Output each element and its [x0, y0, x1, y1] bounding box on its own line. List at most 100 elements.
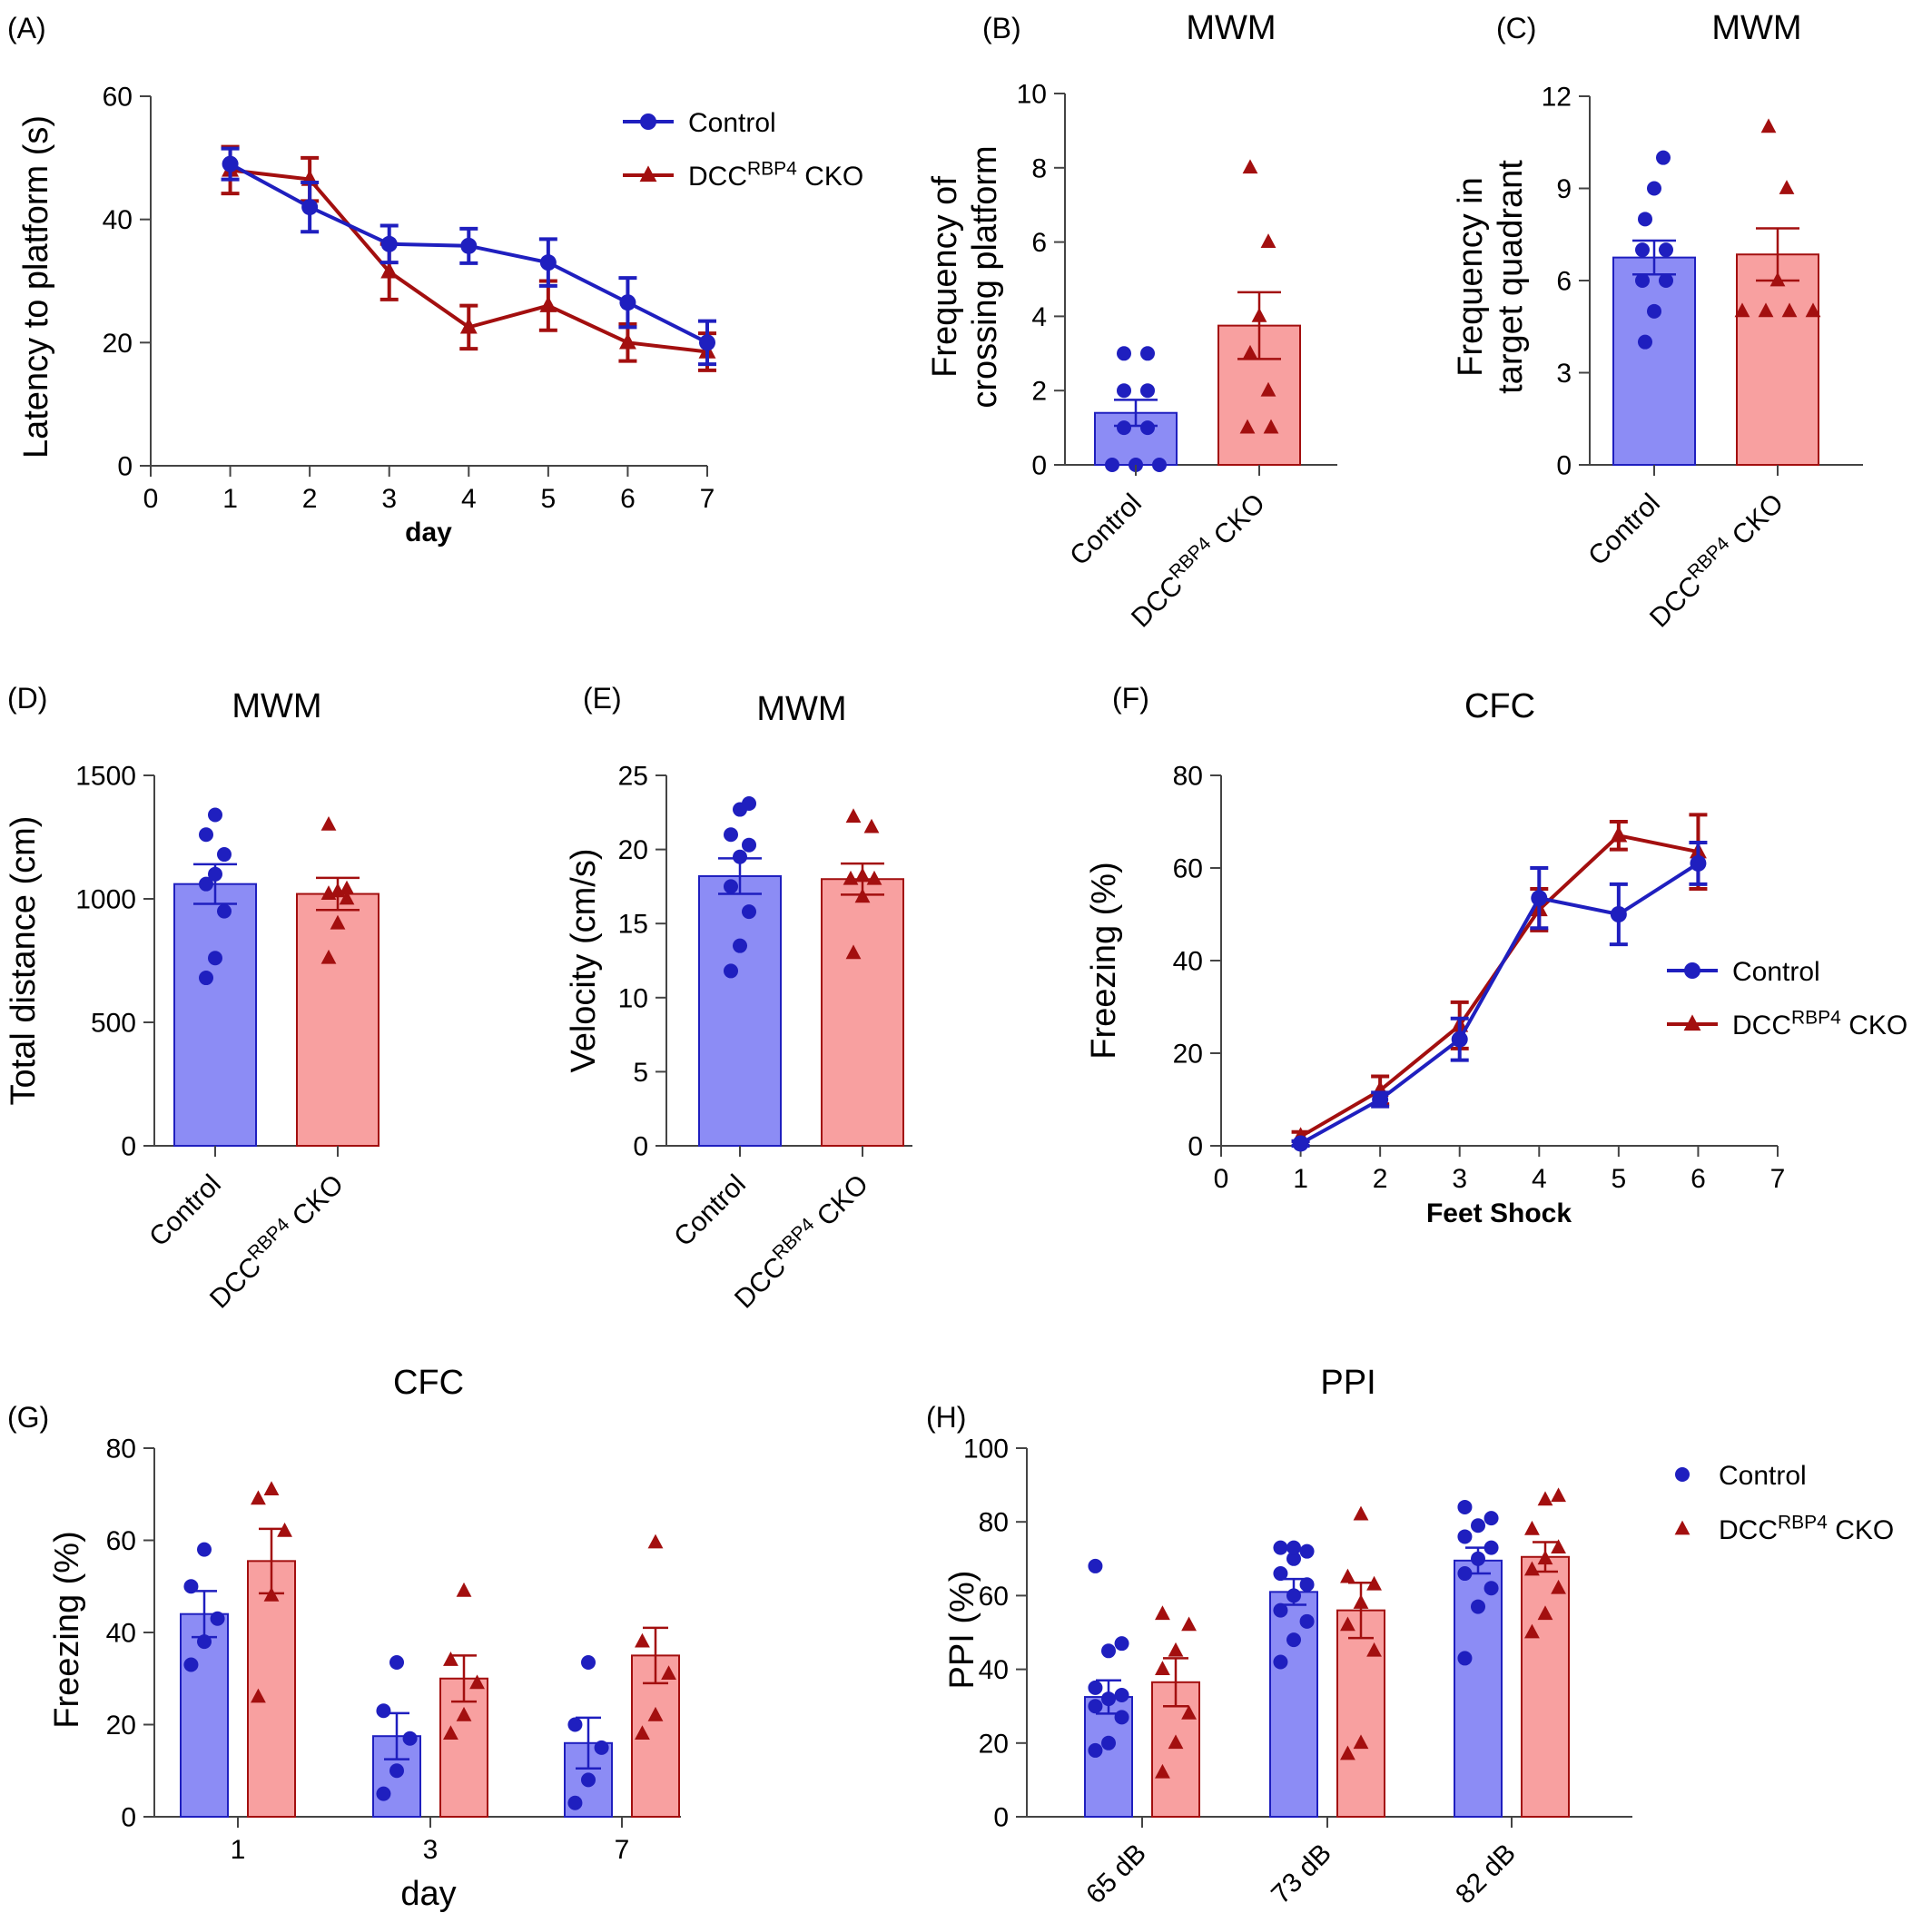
data-point — [742, 796, 756, 812]
data-point — [661, 1665, 676, 1681]
data-point — [1451, 1031, 1468, 1048]
x-tick-label: Control — [1064, 488, 1148, 572]
data-point — [635, 1725, 650, 1741]
data-point — [699, 334, 715, 351]
legend-label-control: Control — [1732, 957, 1820, 987]
panel-label: (C) — [1496, 12, 1536, 44]
data-point — [1114, 1688, 1129, 1703]
panel-A: 0 20 40 60 0 1 2 3 4 5 6 7 day Latency to platform (s… — [17, 83, 863, 548]
bar — [1521, 1555, 1570, 1819]
data-point — [1779, 180, 1795, 194]
data-point — [1638, 212, 1652, 227]
data-point — [1260, 381, 1276, 397]
x-tick-label: 7 — [700, 484, 715, 514]
bar — [1269, 1591, 1318, 1818]
data-point — [1537, 1550, 1553, 1565]
y-tick-label: 60 — [979, 1582, 1009, 1612]
legend-label-cko: DCCRBP4 CKO — [688, 159, 863, 192]
data-point — [1152, 458, 1167, 472]
data-point — [1181, 1616, 1197, 1632]
data-point — [1457, 1651, 1473, 1666]
legend: Control DCCRBP4 CKO — [623, 108, 863, 192]
cko-suffix-text: CKO — [1841, 1011, 1907, 1040]
panel-label: (H) — [926, 1401, 966, 1434]
data-point — [1286, 1540, 1301, 1555]
data-point — [1647, 181, 1661, 196]
x-tick-label: 7 — [615, 1835, 630, 1865]
y-tick-label: 100 — [963, 1435, 1009, 1464]
data-point — [618, 332, 636, 350]
data-point — [742, 904, 756, 920]
data-point — [339, 890, 355, 905]
data-point — [854, 867, 871, 883]
y-tick-label: 0 — [1188, 1132, 1203, 1162]
legend-marker-control — [1684, 962, 1700, 979]
y-tick-label: 6 — [1556, 267, 1572, 297]
series-control — [1291, 840, 1708, 1152]
data-point — [1537, 1491, 1553, 1506]
data-point — [1101, 1691, 1116, 1707]
data-point — [208, 951, 222, 966]
x-tick-label: 1 — [231, 1835, 246, 1865]
bar — [1612, 256, 1696, 466]
data-point — [1372, 1091, 1389, 1108]
data-point — [217, 847, 232, 863]
data-point — [1340, 1745, 1355, 1760]
y-tick-label: 5 — [633, 1058, 648, 1088]
y-axis-label: Total distance (cm) — [5, 816, 43, 1106]
data-point — [222, 155, 239, 173]
data-point — [1140, 383, 1155, 399]
y-axis-label: Frequency of — [926, 176, 964, 378]
data-point — [1484, 1581, 1499, 1596]
y-tick-label: 0 — [633, 1132, 648, 1162]
x-tick-label: 3 — [423, 1835, 439, 1865]
data-point — [389, 1654, 404, 1670]
data-point — [389, 1763, 404, 1779]
data-point — [1656, 150, 1671, 165]
legend: Control DCCRBP4 CKO — [1674, 1461, 1894, 1545]
panel-F: 0 20 40 60 80 0 1 2 3 4 5 6 7 Feet Shock Freezing (%) C… — [1085, 687, 1907, 1228]
panel-D: 0 500 1000 1500 MWM Total distance (cm) Contro… — [5, 687, 380, 1315]
data-point — [619, 294, 636, 311]
data-point — [1273, 1540, 1288, 1555]
data-point — [594, 1740, 609, 1755]
data-point — [1457, 1499, 1473, 1514]
data-point — [567, 1795, 583, 1810]
chart-title: MWM — [1186, 9, 1276, 47]
y-tick-label: 25 — [618, 762, 648, 792]
data-point — [456, 1582, 472, 1597]
data-point — [459, 317, 478, 334]
data-point — [469, 1674, 485, 1690]
legend-label-cko: DCCRBP4 CKO — [1732, 1008, 1907, 1040]
bar-group-control — [1269, 1540, 1318, 1818]
data-point — [1242, 344, 1258, 360]
legend-marker-control — [640, 113, 656, 130]
chart-title: MWM — [1711, 9, 1801, 47]
cko-suffix-text: CKO — [281, 1169, 350, 1238]
x-axis-label: Feet Shock — [1426, 1198, 1572, 1228]
bar — [296, 892, 380, 1147]
data-point — [1105, 458, 1119, 472]
bar-group-control — [372, 1654, 421, 1818]
data-point — [647, 1706, 664, 1721]
bar — [821, 878, 904, 1147]
data-point — [301, 199, 319, 216]
data-point — [742, 837, 756, 853]
data-point — [1101, 1735, 1116, 1750]
y-tick-label: 80 — [979, 1508, 1009, 1538]
legend-label-control: Control — [1719, 1461, 1807, 1491]
y-tick-label: 40 — [979, 1655, 1009, 1685]
bar — [698, 874, 782, 1147]
y-axis-label: target quadrant — [1492, 160, 1530, 394]
data-point — [1273, 1654, 1288, 1670]
legend-label-control: Control — [688, 108, 776, 138]
data-point — [733, 849, 747, 864]
data-point — [208, 807, 222, 823]
data-point — [1299, 1613, 1315, 1629]
data-point — [1659, 273, 1673, 288]
legend-marker-control — [1675, 1467, 1690, 1482]
data-point — [456, 1706, 472, 1721]
data-point — [1638, 334, 1652, 350]
bar-group-control — [180, 1542, 229, 1818]
data-point — [1155, 1605, 1170, 1621]
